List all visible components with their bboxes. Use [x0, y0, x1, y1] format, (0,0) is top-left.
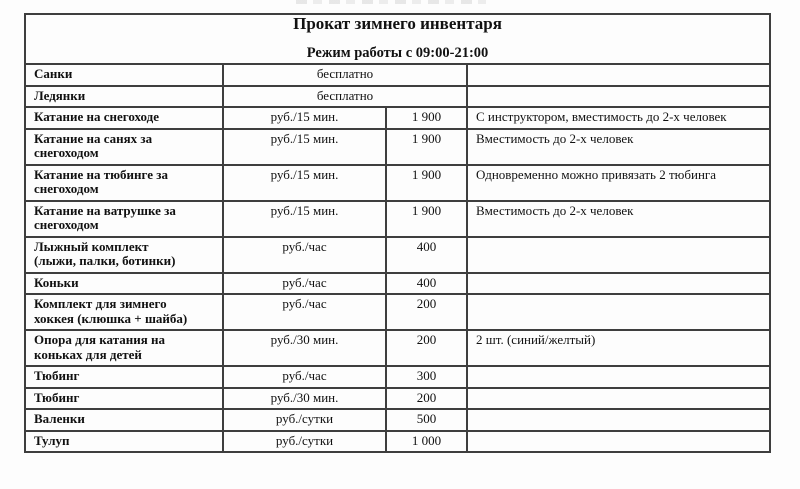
item-note: С инструктором, вместимость до 2-х челов…	[465, 106, 772, 130]
item-unit: руб./час	[222, 365, 387, 389]
item-note: Вместимость до 2-х человек	[465, 127, 772, 166]
item-note	[465, 365, 772, 389]
item-unit: руб./15 мин.	[222, 106, 387, 130]
item-name: Катание на ватрушке за снегоходом	[24, 199, 224, 238]
item-unit: руб./сутки	[222, 408, 387, 432]
table-row: Лыжный комплект (лыжи, палки, ботинки) р…	[24, 235, 772, 274]
item-note: Вместимость до 2-х человек	[465, 199, 772, 238]
item-unit: руб./30 мин.	[222, 386, 387, 410]
item-price: 500	[385, 408, 468, 432]
price-free: бесплатно	[222, 63, 468, 87]
table-row: Тюбинг руб./час 300	[24, 365, 772, 389]
table-row: Катание на санях за снегоходом руб./15 м…	[24, 127, 772, 166]
item-unit: руб./час	[222, 293, 387, 331]
table-row: Коньки руб./час 400	[24, 271, 772, 295]
item-unit: руб./15 мин.	[222, 127, 387, 166]
item-note	[465, 429, 772, 453]
price-free: бесплатно	[222, 84, 468, 108]
item-price: 1 900	[385, 163, 468, 202]
item-price: 1 900	[385, 127, 468, 166]
item-unit: руб./час	[222, 235, 387, 274]
item-note	[465, 271, 772, 295]
item-note	[465, 84, 772, 108]
rental-price-table: Прокат зимнего инвентаря Режим работы с …	[23, 13, 772, 453]
item-name: Катание на снегоходе	[24, 106, 224, 130]
item-note: 2 шт. (синий/желтый)	[465, 329, 772, 367]
table-header-cell: Прокат зимнего инвентаря Режим работы с …	[23, 13, 772, 65]
item-note	[465, 63, 772, 87]
item-note: Одновременно можно привязать 2 тюбинга	[465, 163, 772, 202]
item-name: Коньки	[24, 271, 224, 295]
item-unit: руб./час	[222, 271, 387, 295]
table-row: Валенки руб./сутки 500	[24, 408, 772, 432]
item-name: Валенки	[24, 408, 224, 432]
item-price: 200	[385, 293, 468, 331]
table-row: Катание на снегоходе руб./15 мин. 1 900 …	[24, 106, 772, 130]
cropped-text-artifact	[296, 0, 486, 4]
table-row: Ледянки бесплатно	[24, 84, 772, 108]
table-row: Тулуп руб./сутки 1 000	[24, 429, 772, 453]
item-unit: руб./15 мин.	[222, 163, 387, 202]
item-price: 200	[385, 386, 468, 410]
item-price: 1 900	[385, 106, 468, 130]
table-row: Комплект для зимнего хоккея (клюшка + ша…	[24, 293, 772, 331]
item-price: 200	[385, 329, 468, 367]
table-row: Санки бесплатно	[24, 63, 772, 87]
table-row: Опора для катания на коньках для детей р…	[24, 329, 772, 367]
item-note	[465, 408, 772, 432]
item-name: Катание на санях за снегоходом	[24, 127, 224, 166]
table-row: Катание на ватрушке за снегоходом руб./1…	[24, 199, 772, 238]
item-unit: руб./сутки	[222, 429, 387, 453]
item-name: Лыжный комплект (лыжи, палки, ботинки)	[24, 235, 224, 274]
item-name: Комплект для зимнего хоккея (клюшка + ша…	[24, 293, 224, 331]
item-price: 1 000	[385, 429, 468, 453]
item-name: Тулуп	[24, 429, 224, 453]
item-price: 1 900	[385, 199, 468, 238]
item-name: Катание на тюбинге за снегоходом	[24, 163, 224, 202]
work-hours: Режим работы с 09:00-21:00	[306, 44, 489, 61]
page-title: Прокат зимнего инвентаря	[293, 14, 502, 33]
item-unit: руб./30 мин.	[222, 329, 387, 367]
item-name: Тюбинг	[24, 386, 224, 410]
item-name: Тюбинг	[24, 365, 224, 389]
item-name: Опора для катания на коньках для детей	[24, 329, 224, 367]
table-row: Тюбинг руб./30 мин. 200	[24, 386, 772, 410]
item-price: 300	[385, 365, 468, 389]
item-name: Ледянки	[24, 84, 224, 108]
item-note	[465, 386, 772, 410]
item-price: 400	[385, 235, 468, 274]
item-unit: руб./15 мин.	[222, 199, 387, 238]
item-price: 400	[385, 271, 468, 295]
item-note	[465, 293, 772, 331]
item-name: Санки	[24, 63, 224, 87]
table-header-row: Прокат зимнего инвентаря Режим работы с …	[23, 13, 772, 65]
item-note	[465, 235, 772, 274]
table-row: Катание на тюбинге за снегоходом руб./15…	[24, 163, 772, 202]
